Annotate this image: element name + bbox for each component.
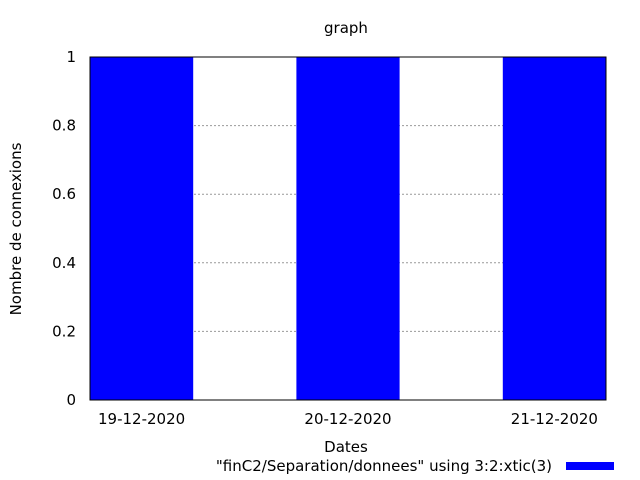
bar bbox=[502, 57, 606, 400]
bars bbox=[90, 57, 606, 400]
x-tick-label: 21-12-2020 bbox=[511, 410, 598, 428]
legend: "finC2/Separation/donnees" using 3:2:xti… bbox=[216, 457, 614, 475]
chart-title: graph bbox=[324, 19, 368, 37]
legend-label: "finC2/Separation/donnees" using 3:2:xti… bbox=[216, 457, 552, 475]
y-tick-label: 0.8 bbox=[52, 117, 76, 135]
x-tick-label: 20-12-2020 bbox=[304, 410, 391, 428]
x-tick-label: 19-12-2020 bbox=[98, 410, 185, 428]
x-axis-label: Dates bbox=[324, 438, 368, 456]
x-axis-ticks: 19-12-2020 20-12-2020 21-12-2020 bbox=[98, 410, 598, 428]
y-tick-label: 0.2 bbox=[52, 322, 76, 340]
bar bbox=[296, 57, 400, 400]
legend-swatch bbox=[566, 462, 614, 470]
y-tick-label: 1 bbox=[66, 48, 76, 66]
y-tick-label: 0 bbox=[66, 391, 76, 409]
y-tick-label: 0.4 bbox=[52, 254, 76, 272]
y-tick-label: 0.6 bbox=[52, 185, 76, 203]
bar bbox=[90, 57, 194, 400]
plot-frame bbox=[89, 56, 607, 401]
y-axis-ticks: 0 0.2 0.4 0.6 0.8 1 bbox=[52, 48, 76, 409]
y-axis-label: Nombre de connexions bbox=[7, 142, 25, 315]
